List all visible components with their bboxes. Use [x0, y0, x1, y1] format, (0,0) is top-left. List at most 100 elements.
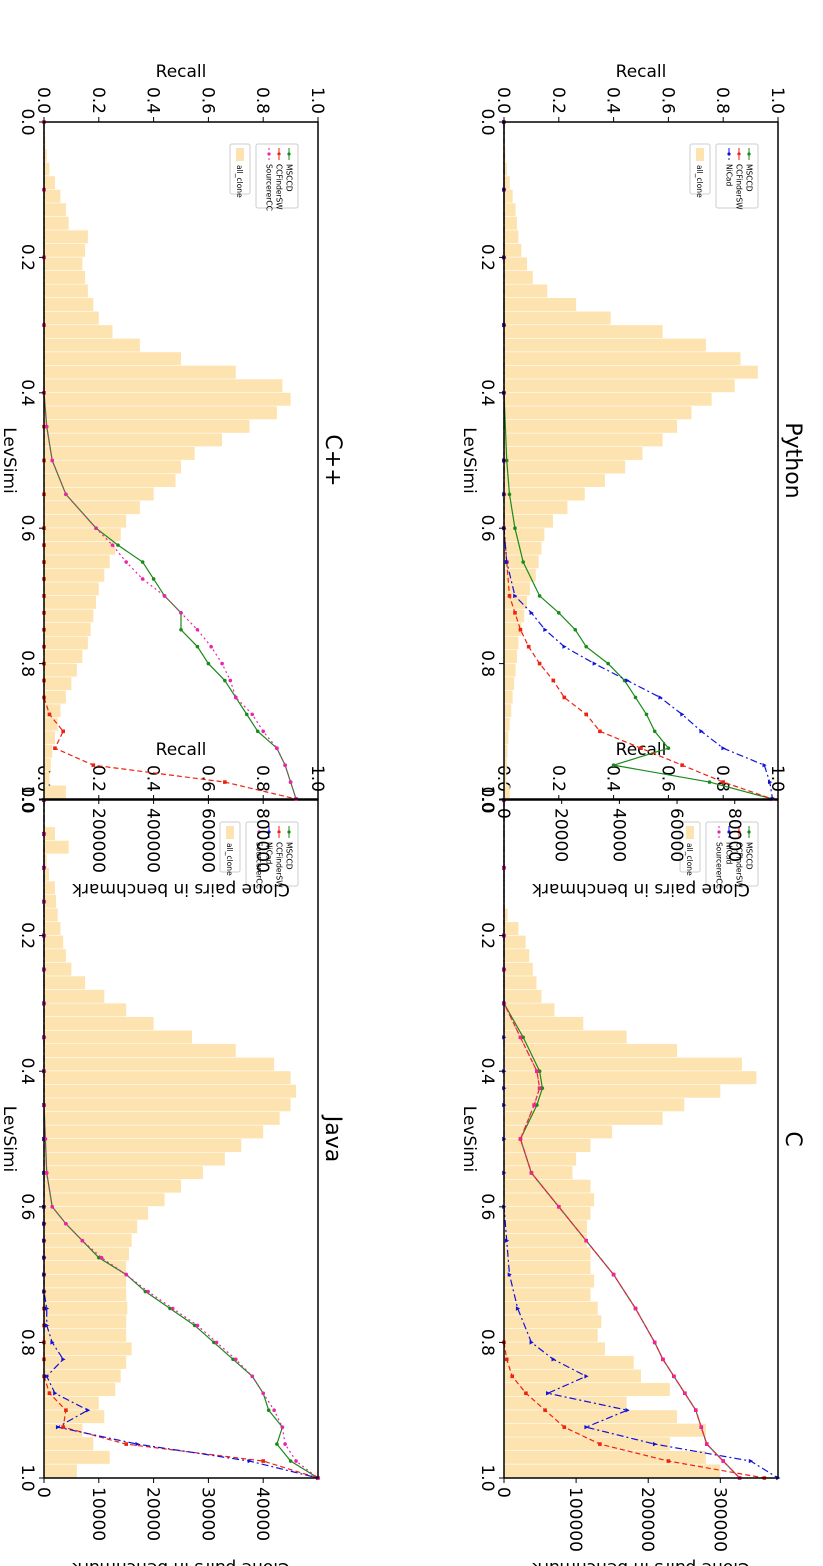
histogram-bar — [44, 1125, 264, 1139]
y-tick-label: 0.6 — [657, 765, 677, 792]
histogram-bar — [44, 419, 250, 433]
histogram-bar — [44, 881, 55, 895]
y-tick-label: 0.4 — [603, 87, 623, 114]
histogram-bar — [43, 270, 86, 284]
legend-label: MSCCD — [745, 842, 754, 870]
histogram-bar — [504, 311, 611, 325]
histogram-bar — [44, 352, 181, 366]
histogram-bar — [44, 1084, 297, 1098]
histogram-bar — [504, 406, 692, 420]
data-point — [94, 526, 98, 531]
all-clone-bars — [43, 827, 297, 1478]
data-point — [521, 560, 525, 564]
data-point — [611, 763, 616, 767]
data-point — [529, 1340, 534, 1345]
histogram-bar — [44, 731, 55, 745]
series-sourcerercc — [502, 798, 742, 1480]
histogram-bar — [44, 1315, 127, 1329]
y-axis-label: Recall — [616, 62, 667, 82]
data-point — [99, 1255, 104, 1260]
data-point — [266, 1408, 271, 1412]
panel-title: C++ — [320, 434, 345, 486]
histogram-bar — [504, 1206, 591, 1220]
data-point — [261, 1391, 265, 1396]
histogram-bar — [44, 867, 49, 881]
data-point — [44, 424, 49, 429]
histogram-bar — [44, 568, 105, 582]
legend-marker — [267, 830, 271, 834]
all-clone-bars — [503, 908, 757, 1478]
x-tick-label: 1.0 — [477, 785, 497, 812]
histogram-bar — [44, 1111, 280, 1125]
data-point — [247, 1458, 252, 1464]
y2-tick-label: 600000 — [197, 808, 217, 873]
data-point — [53, 1391, 58, 1396]
data-point — [672, 1374, 676, 1379]
histogram-bar — [44, 1410, 105, 1424]
legend-marker — [277, 152, 281, 156]
x-tick-label: 1.0 — [17, 785, 37, 812]
legend-swatch — [696, 148, 704, 161]
histogram-bar — [43, 1206, 149, 1220]
y-tick-label: 0.0 — [493, 765, 513, 792]
y-tick-label: 1.0 — [767, 87, 787, 114]
histogram-bar — [503, 1057, 742, 1071]
y2-tick-label: 800000 — [252, 808, 272, 873]
histogram-bar — [503, 216, 517, 230]
histogram-bar — [43, 650, 83, 663]
histogram-bar — [504, 731, 509, 745]
data-point — [584, 712, 588, 717]
histogram-bar — [504, 1315, 602, 1329]
histogram-bar — [504, 785, 510, 799]
legend-marker — [257, 830, 261, 834]
data-point — [168, 1306, 172, 1311]
legend-label: NiCad — [725, 842, 734, 865]
x-tick-label: 0.4 — [477, 379, 497, 406]
data-point — [537, 661, 542, 666]
y2-axis-label: Clone pairs in benchmark — [532, 879, 750, 899]
histogram-bar — [44, 325, 113, 339]
data-point — [250, 712, 255, 717]
histogram-bar — [44, 1464, 77, 1478]
x-axis-label: LevSimi — [0, 427, 19, 494]
data-point — [47, 1391, 52, 1396]
histogram-bar — [503, 582, 530, 596]
data-point — [532, 1103, 536, 1107]
data-point — [633, 695, 638, 700]
histogram-bar — [43, 1016, 154, 1030]
data-point — [507, 492, 512, 497]
histogram-bar — [43, 785, 66, 799]
histogram-bar — [504, 1410, 678, 1424]
data-point — [526, 644, 531, 649]
data-point — [280, 1425, 285, 1429]
data-point — [625, 678, 630, 683]
data-point — [537, 1086, 542, 1090]
histogram-bar — [44, 176, 55, 190]
legend-marker — [267, 152, 271, 156]
data-point — [666, 746, 671, 751]
data-point — [44, 1171, 49, 1175]
histogram-bar — [504, 298, 577, 311]
legend-label: MSCCD — [285, 842, 294, 870]
histogram-bar — [504, 338, 706, 352]
histogram-bar — [43, 203, 66, 217]
histogram-bar — [43, 595, 97, 609]
histogram-bar — [504, 1369, 641, 1383]
histogram-bar — [43, 433, 223, 447]
data-point — [44, 1374, 50, 1379]
histogram-bar — [43, 1383, 116, 1397]
histogram-bar — [504, 1003, 555, 1017]
histogram-bar — [503, 677, 515, 691]
histogram-bar — [503, 636, 519, 650]
histogram-bar — [503, 270, 533, 284]
data-point — [162, 594, 167, 598]
y2-tick-label: 0 — [33, 1487, 53, 1498]
histogram-bar — [44, 663, 77, 677]
x-tick-label: 0.0 — [477, 108, 497, 135]
data-point — [209, 644, 213, 649]
legend-marker — [727, 830, 731, 834]
data-point — [611, 1272, 616, 1277]
x-tick-label: 0.8 — [17, 1329, 37, 1356]
data-point — [694, 1408, 698, 1412]
